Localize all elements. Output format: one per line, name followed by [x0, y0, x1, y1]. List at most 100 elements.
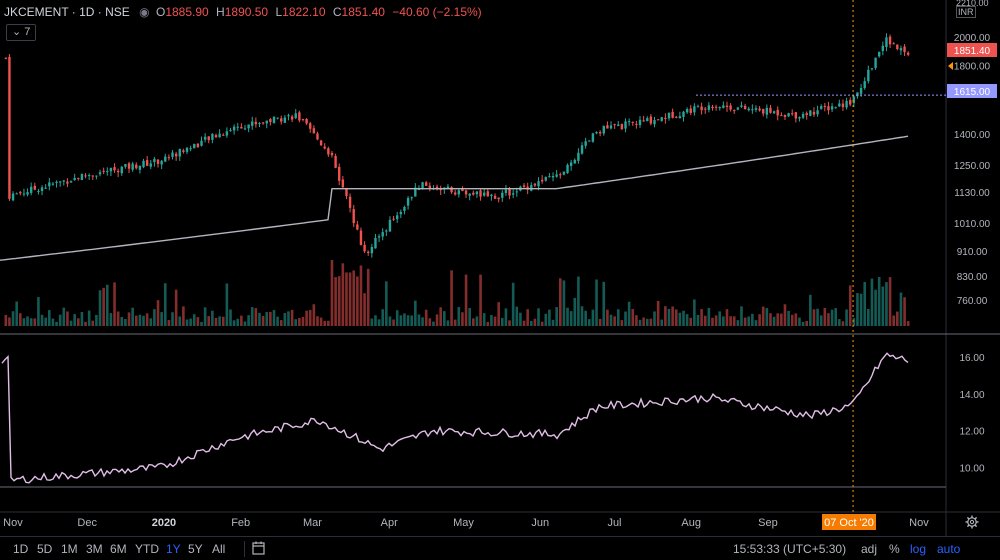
candle-body	[642, 120, 645, 122]
volume-bar	[272, 310, 276, 326]
candle-body	[207, 136, 210, 141]
indicator-count: 7	[24, 26, 31, 38]
volume-bar	[218, 316, 221, 326]
volume-bar	[609, 314, 613, 326]
range-all[interactable]: All	[212, 542, 226, 556]
volume-bar	[211, 310, 214, 326]
candle-body	[816, 110, 819, 115]
candle-body	[276, 117, 279, 119]
volume-bar	[522, 320, 526, 326]
candle-body	[167, 157, 171, 159]
range-1d[interactable]: 1D	[13, 542, 29, 556]
volume-bar	[450, 270, 453, 326]
candle-body	[399, 211, 403, 215]
volume-bar	[171, 312, 174, 326]
volume-bar	[838, 319, 841, 326]
volume-bar	[758, 314, 761, 326]
price-alert-marker[interactable]	[948, 62, 953, 70]
percent-toggle[interactable]: %	[889, 542, 900, 556]
candle-body	[254, 121, 258, 125]
candle-body	[696, 106, 700, 108]
volume-bar	[562, 280, 566, 326]
volume-bar	[196, 317, 200, 326]
volume-bar	[80, 312, 84, 326]
candle-body	[566, 164, 569, 173]
high-label: H	[216, 5, 225, 19]
candle-body	[388, 219, 392, 232]
candle-body	[457, 190, 461, 195]
candle-body	[559, 174, 562, 176]
range-5d[interactable]: 5D	[37, 542, 53, 556]
price-chart[interactable]: 2000.00 1800.00 1400.00 1250.00 1130.00 1010.…	[0, 0, 1000, 536]
candle-body	[530, 185, 533, 191]
volume-bar	[486, 321, 490, 326]
adj-toggle[interactable]: adj	[861, 542, 878, 556]
volume-bar	[167, 320, 171, 326]
volume-bar	[743, 317, 747, 326]
candle-body	[624, 121, 627, 129]
candle-body	[301, 118, 305, 120]
volume-bar	[435, 314, 439, 326]
range-6m[interactable]: 6M	[110, 542, 127, 556]
volume-bar	[511, 282, 515, 326]
crosshair-date-label: 07 Oct '20	[824, 517, 874, 529]
candle-body	[160, 160, 163, 165]
candle-body	[450, 187, 453, 193]
range-1m[interactable]: 1M	[61, 542, 78, 556]
volume-bar	[703, 315, 707, 326]
currency-label[interactable]: INR	[956, 6, 976, 18]
date-range-icon[interactable]	[252, 541, 265, 555]
volume-bar	[330, 260, 334, 326]
volume-bar	[109, 313, 113, 326]
candle-body	[327, 148, 330, 155]
volume-bar	[529, 320, 533, 326]
volume-bar	[149, 318, 153, 326]
symbol-title[interactable]: JKCEMENT · 1D · NSE	[4, 5, 130, 19]
range-3m[interactable]: 3M	[86, 542, 103, 556]
range-ytd[interactable]: YTD	[135, 542, 159, 556]
time-tick-label: May	[453, 517, 474, 529]
volume-bar	[729, 316, 732, 326]
candle-body	[309, 123, 312, 129]
candle-body	[522, 185, 526, 187]
candle-body	[627, 121, 631, 123]
candle-body	[769, 107, 772, 113]
volume-bar	[845, 309, 848, 326]
volume-bar	[566, 307, 569, 326]
candle-body	[348, 196, 352, 208]
candle-body	[341, 179, 345, 188]
volume-bar	[508, 320, 511, 326]
volume-bar	[98, 290, 102, 326]
candle-body	[667, 112, 671, 119]
candle-body	[486, 191, 490, 197]
auto-toggle[interactable]: auto	[937, 542, 961, 556]
candle-body	[646, 118, 649, 122]
candle-body	[656, 119, 660, 121]
volume-bar	[276, 316, 279, 326]
candle-body	[834, 107, 837, 109]
log-toggle[interactable]: log	[910, 542, 927, 556]
volume-bar	[37, 297, 40, 326]
volume-bar	[479, 274, 482, 326]
candle-body	[588, 140, 591, 142]
volume-bar	[48, 310, 51, 326]
level-price-label: 1615.00	[954, 87, 991, 98]
price-tick-label: 760.00	[957, 296, 988, 307]
volume-bar	[515, 306, 519, 326]
candle-body	[135, 164, 138, 169]
volume-bar	[377, 319, 381, 326]
volume-bar	[203, 307, 207, 326]
candlesticks	[4, 33, 910, 258]
settings-gear-icon[interactable]	[965, 515, 979, 529]
range-5y[interactable]: 5Y	[188, 542, 203, 556]
volume-bar	[664, 306, 667, 326]
volume-bar	[888, 277, 892, 326]
indicators-toggle[interactable]: ⌄ 7	[6, 24, 37, 41]
volume-bar	[834, 308, 838, 326]
clock-timezone[interactable]: 15:53:33 (UTC+5:30)	[733, 542, 847, 556]
volume-bar	[635, 315, 638, 326]
volume-bar	[62, 307, 66, 326]
candle-body	[805, 113, 808, 116]
eye-icon[interactable]: ◉	[139, 5, 150, 19]
range-1y[interactable]: 1Y	[166, 542, 181, 556]
